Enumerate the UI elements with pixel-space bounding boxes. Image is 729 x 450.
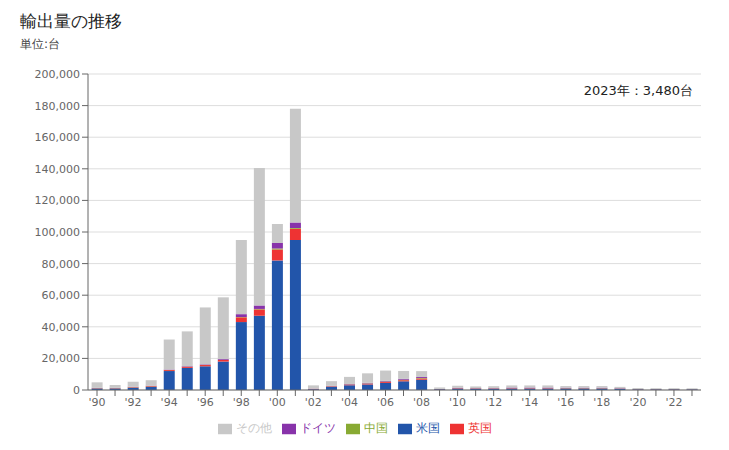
svg-text:'14: '14 [521, 396, 538, 409]
svg-text:'98: '98 [233, 396, 250, 409]
html-text:その他: その他 [235, 421, 272, 435]
svg-text:'12: '12 [485, 396, 502, 409]
svg-text:40,000: 40,000 [42, 321, 81, 334]
html-text:中国: 中国 [363, 421, 388, 435]
html-text:2023年：3,480台: 2023年：3,480台 [583, 83, 693, 98]
svg-text:140,000: 140,000 [35, 163, 81, 176]
html-text:単位:台: 単位:台 [20, 37, 60, 51]
svg-text:'00: '00 [269, 396, 286, 409]
svg-text:'16: '16 [557, 396, 574, 409]
svg-text:100,000: 100,000 [35, 226, 81, 239]
svg-text:'92: '92 [125, 396, 142, 409]
svg-text:200,000: 200,000 [35, 68, 81, 81]
svg-text:'20: '20 [629, 396, 646, 409]
svg-text:120,000: 120,000 [35, 194, 81, 207]
svg-text:'10: '10 [449, 396, 466, 409]
svg-text:160,000: 160,000 [35, 131, 81, 144]
svg-text:'06: '06 [377, 396, 394, 409]
svg-text:'90: '90 [88, 396, 105, 409]
svg-text:20,000: 20,000 [42, 352, 81, 365]
html-text:輸出量の推移: 輸出量の推移 [20, 11, 122, 31]
svg-text:'96: '96 [197, 396, 214, 409]
html-text:米国: 米国 [415, 421, 440, 435]
svg-text:'18: '18 [593, 396, 610, 409]
html-text:英国: 英国 [467, 421, 492, 435]
svg-text:180,000: 180,000 [35, 100, 81, 113]
svg-text:'94: '94 [161, 396, 178, 409]
svg-text:'02: '02 [305, 396, 322, 409]
svg-text:0: 0 [73, 384, 80, 397]
svg-text:'22: '22 [665, 396, 682, 409]
svg-text:'08: '08 [413, 396, 430, 409]
svg-text:80,000: 80,000 [42, 258, 81, 271]
svg-text:'04: '04 [341, 396, 358, 409]
svg-text:60,000: 60,000 [42, 289, 81, 302]
html-text:ドイツ: ドイツ [299, 421, 336, 435]
